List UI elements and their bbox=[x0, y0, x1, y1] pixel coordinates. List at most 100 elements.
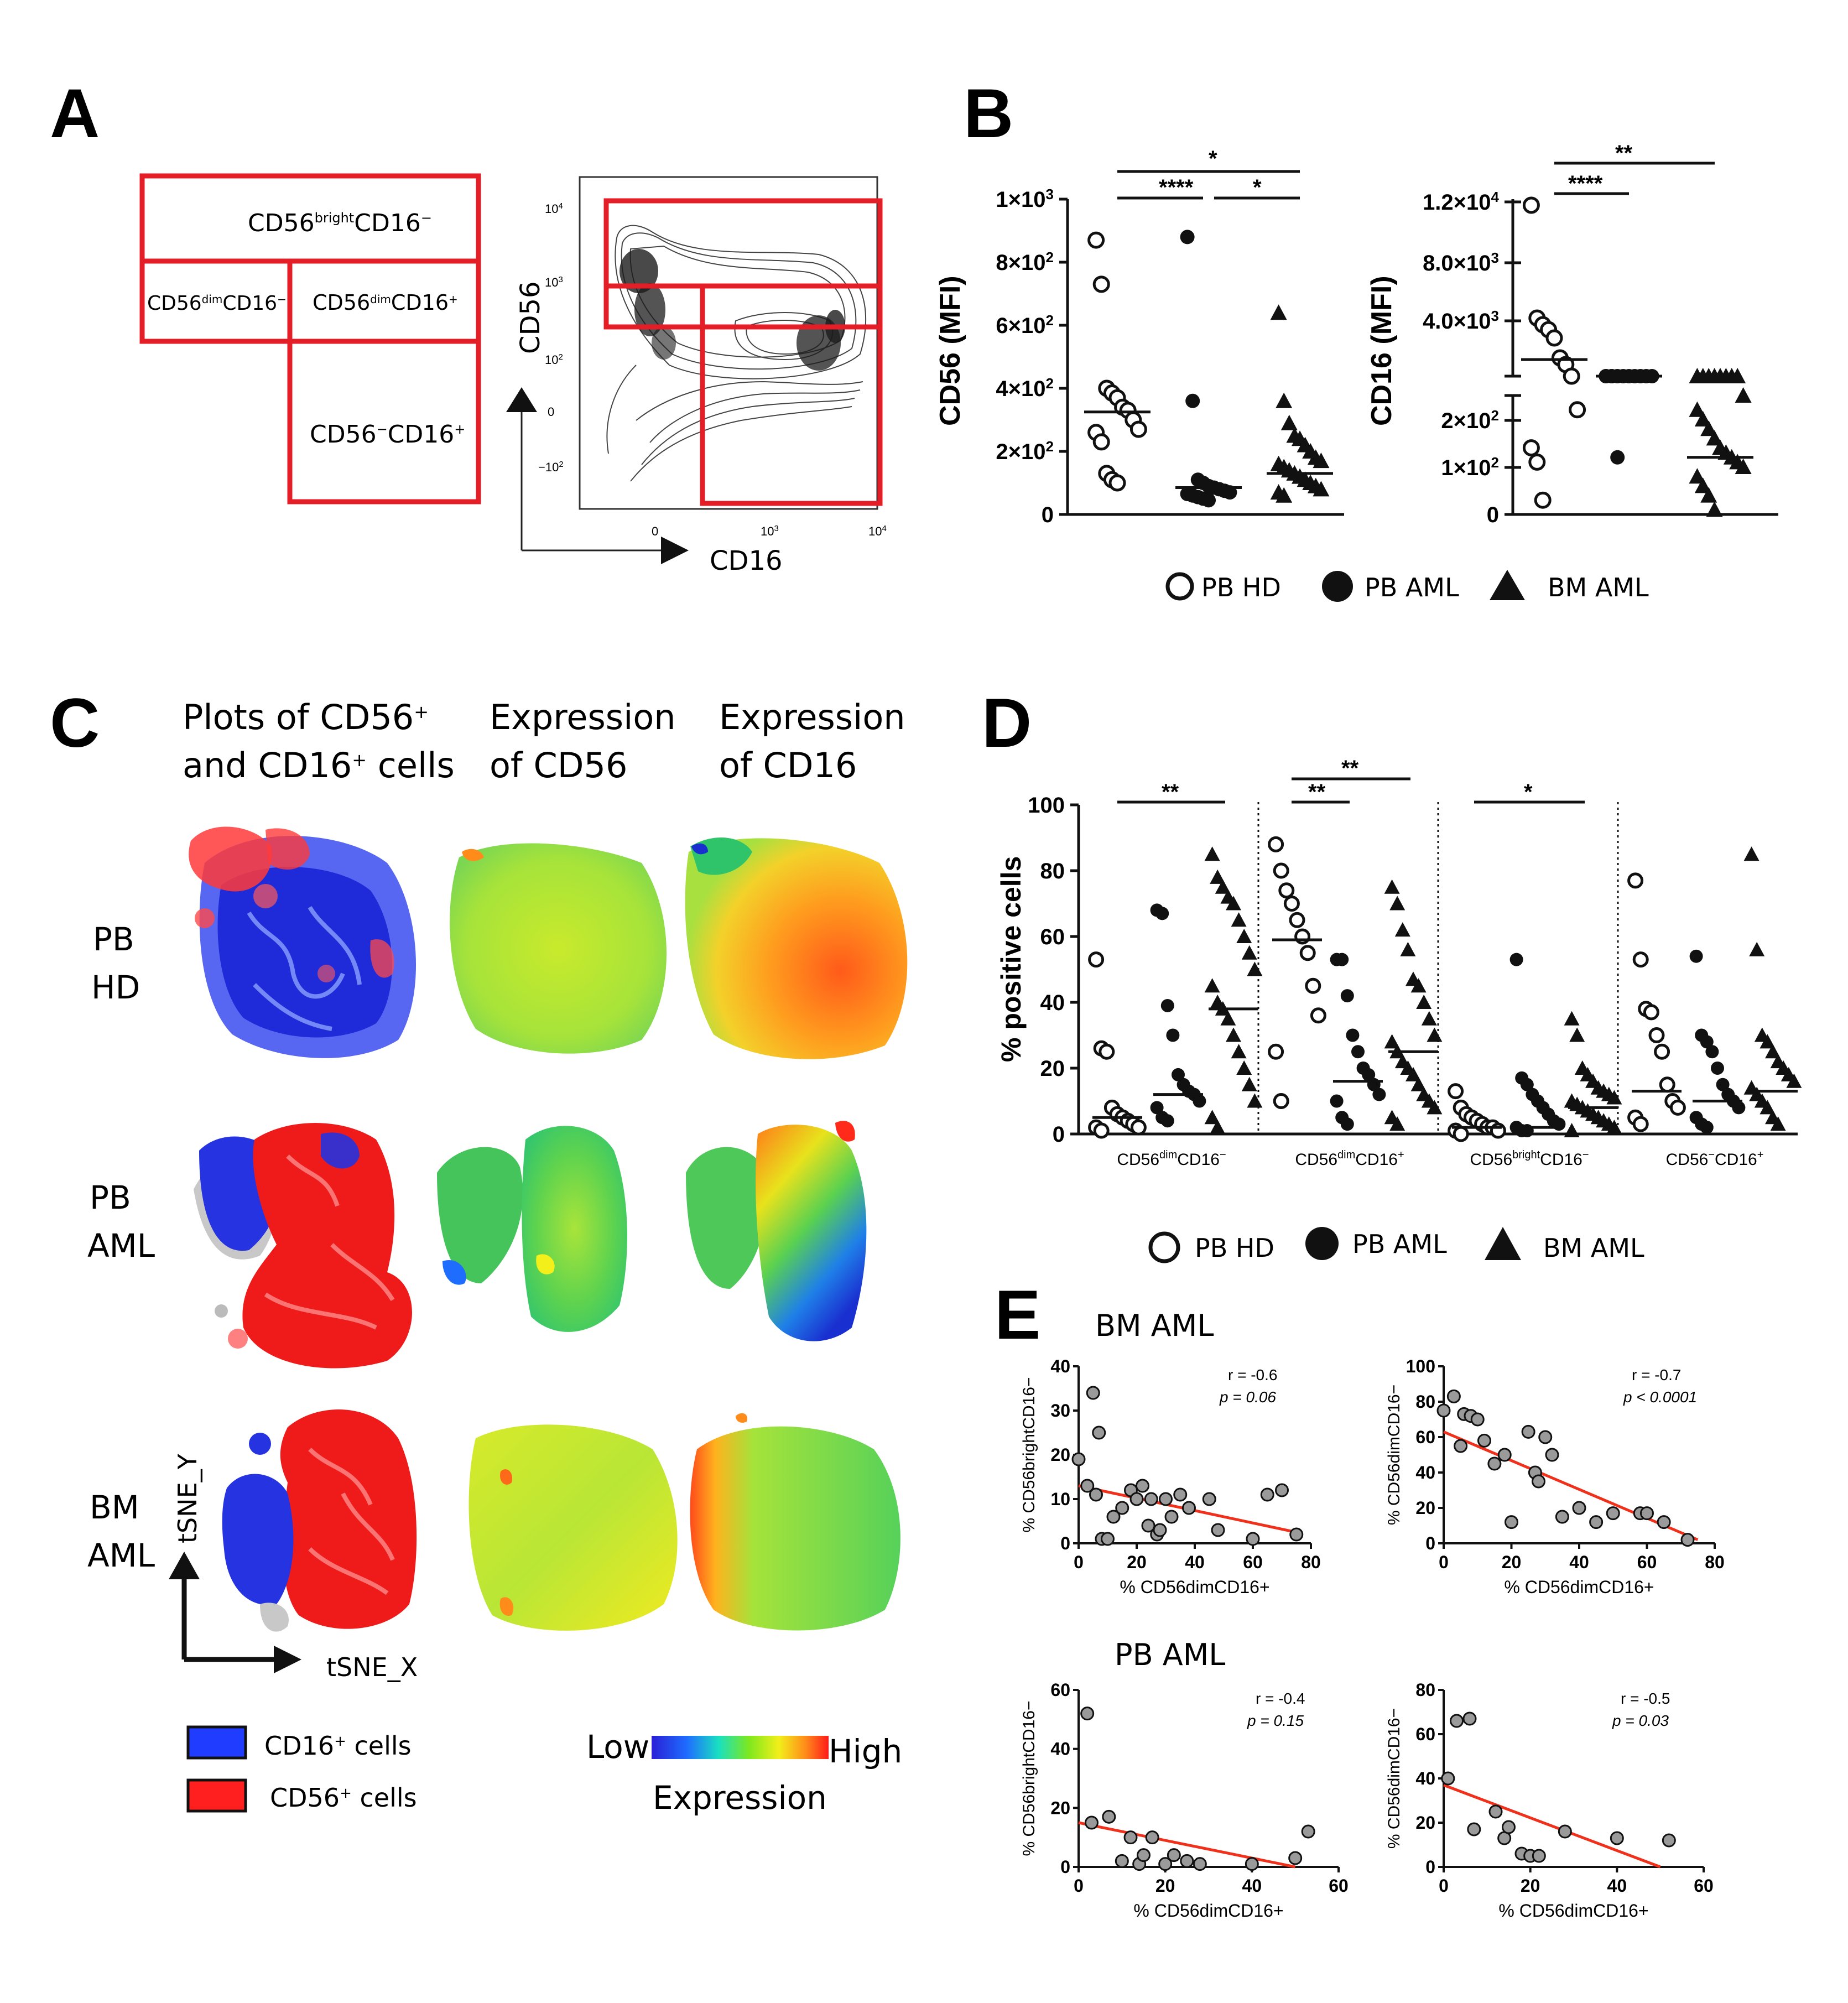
b-left-point bbox=[1180, 230, 1195, 244]
col-header-cd56: Expression bbox=[490, 697, 676, 737]
legend-pbaml-label: PB AML bbox=[1365, 573, 1459, 602]
e-point bbox=[1106, 1510, 1121, 1524]
b-right-points bbox=[1521, 196, 1753, 517]
tsne-x-label: tSNE_X bbox=[326, 1652, 418, 1682]
d-point bbox=[1400, 941, 1416, 956]
e-point bbox=[1129, 1492, 1144, 1506]
e-y-tick-label: 0 bbox=[1060, 1533, 1070, 1553]
d-point bbox=[1765, 1044, 1781, 1059]
svg-text:103: 103 bbox=[761, 524, 779, 538]
d-point bbox=[1273, 862, 1289, 879]
scale-title: Expression bbox=[653, 1779, 827, 1817]
d-point bbox=[1759, 1100, 1776, 1115]
y-axis-label-cd56: CD56 bbox=[515, 281, 546, 354]
d-point bbox=[1384, 879, 1400, 894]
d-point bbox=[1247, 961, 1263, 976]
e-point bbox=[1477, 1433, 1491, 1448]
e-y-label: % CD56brightCD16− bbox=[1020, 1701, 1038, 1856]
e-point bbox=[1657, 1515, 1671, 1529]
svg-text:1×102: 1×102 bbox=[1441, 454, 1499, 480]
col-header-cd56-line2: of CD56 bbox=[490, 745, 627, 785]
legend-cd16-cells: CD16+ cells bbox=[264, 1731, 412, 1761]
e-point bbox=[1080, 1479, 1095, 1493]
col-header-cd16-line2: of CD16 bbox=[719, 745, 857, 785]
d-point bbox=[1220, 1011, 1236, 1026]
e-x-tick-label: 40 bbox=[1185, 1552, 1205, 1572]
contour-axis-arrows bbox=[520, 409, 667, 552]
y-arrow-head bbox=[506, 387, 537, 412]
b-left-axes: 1×103 8×102 6×102 4×102 2×102 0 CD56 (MF… bbox=[934, 147, 1344, 527]
d-point bbox=[1130, 1119, 1147, 1136]
e-x-tick-label: 0 bbox=[1439, 1552, 1449, 1572]
b-right-point bbox=[1700, 420, 1717, 436]
d-point bbox=[1749, 941, 1765, 956]
e-point bbox=[1441, 1771, 1455, 1786]
d-points bbox=[1088, 836, 1802, 1142]
e-p-value: p = 0.15 bbox=[1247, 1712, 1304, 1729]
b-left-point bbox=[1092, 433, 1110, 451]
tsne-x-arrow-head bbox=[274, 1646, 301, 1673]
d-point bbox=[1743, 846, 1759, 861]
svg-text:20: 20 bbox=[1040, 1057, 1065, 1081]
b-left-ticks: 1×103 8×102 6×102 4×102 2×102 0 bbox=[996, 186, 1054, 527]
e-point bbox=[1454, 1439, 1468, 1453]
b-legend: PB HD PB AML BM AML bbox=[1165, 570, 1649, 602]
d-legend-bmaml-marker bbox=[1485, 1227, 1521, 1260]
d-point bbox=[1273, 1093, 1289, 1109]
e-x-tick-label: 20 bbox=[1521, 1876, 1540, 1896]
svg-text:CD56dimCD16−: CD56dimCD16− bbox=[1117, 1149, 1226, 1169]
d-point bbox=[1770, 1116, 1786, 1131]
b-right-point bbox=[1729, 368, 1746, 383]
tsne-cd56-pbaml bbox=[437, 1126, 627, 1332]
b-right-point bbox=[1545, 329, 1563, 347]
b-left-point bbox=[1276, 392, 1293, 408]
svg-text:2×102: 2×102 bbox=[1441, 407, 1499, 433]
tsne-cd16-bmaml bbox=[690, 1413, 900, 1631]
d-point bbox=[1700, 1035, 1714, 1049]
e-point bbox=[1085, 1815, 1099, 1830]
e-x-tick-label: 40 bbox=[1569, 1552, 1589, 1572]
b-right-ticks: 1.2×104 8.0×103 4.0×103 2×102 1×102 0 bbox=[1423, 189, 1499, 527]
e-title-bm: BM AML bbox=[1095, 1308, 1214, 1343]
d-point bbox=[1520, 1078, 1534, 1091]
b-right-point bbox=[1706, 501, 1723, 517]
e-r-value: r = -0.5 bbox=[1621, 1690, 1670, 1707]
e-y-tick-label: 40 bbox=[1050, 1356, 1070, 1376]
d-point bbox=[1346, 1028, 1360, 1042]
svg-text:1.2×104: 1.2×104 bbox=[1423, 189, 1499, 215]
b-right-point bbox=[1689, 401, 1706, 417]
d-point bbox=[1160, 998, 1174, 1012]
gate-cd56neg-cd16pos bbox=[287, 339, 481, 504]
col-header-plots: Plots of CD56+ bbox=[183, 697, 429, 737]
panel-d: 100 80 60 40 20 0 % positive cells ** **… bbox=[996, 756, 1802, 1263]
panel-label-a: A bbox=[50, 75, 100, 152]
d-point bbox=[1421, 1011, 1437, 1026]
d-point bbox=[1732, 1101, 1746, 1115]
e-point bbox=[1680, 1533, 1695, 1547]
e-y-label: % CD56dimCD16− bbox=[1385, 1385, 1403, 1525]
b-right-point bbox=[1522, 196, 1540, 214]
d-point bbox=[1150, 1101, 1164, 1115]
b-right-point bbox=[1610, 450, 1625, 465]
d-point bbox=[1310, 1007, 1326, 1024]
b-right-point bbox=[1528, 453, 1546, 471]
x-arrow-head bbox=[661, 537, 689, 564]
d-point bbox=[1416, 995, 1432, 1009]
svg-text:4×102: 4×102 bbox=[996, 375, 1054, 401]
tsne-cd56-bmaml bbox=[468, 1424, 678, 1631]
svg-text:0: 0 bbox=[548, 405, 554, 419]
svg-text:80: 80 bbox=[1040, 859, 1065, 883]
d-point bbox=[1564, 1011, 1580, 1026]
e-r-value: r = -0.6 bbox=[1228, 1366, 1277, 1383]
e-point bbox=[1558, 1824, 1572, 1839]
b-right-point bbox=[1694, 411, 1711, 426]
e-point bbox=[1589, 1515, 1604, 1529]
b-left-point bbox=[1201, 493, 1216, 508]
b-left-point bbox=[1185, 393, 1200, 408]
d-point bbox=[1410, 1076, 1427, 1091]
e-point bbox=[1555, 1510, 1569, 1524]
e-fit-line bbox=[1443, 1783, 1661, 1869]
e-x-tick-label: 20 bbox=[1155, 1876, 1175, 1896]
d-sig-bars bbox=[1117, 777, 1585, 804]
e-x-tick-label: 20 bbox=[1502, 1552, 1522, 1572]
